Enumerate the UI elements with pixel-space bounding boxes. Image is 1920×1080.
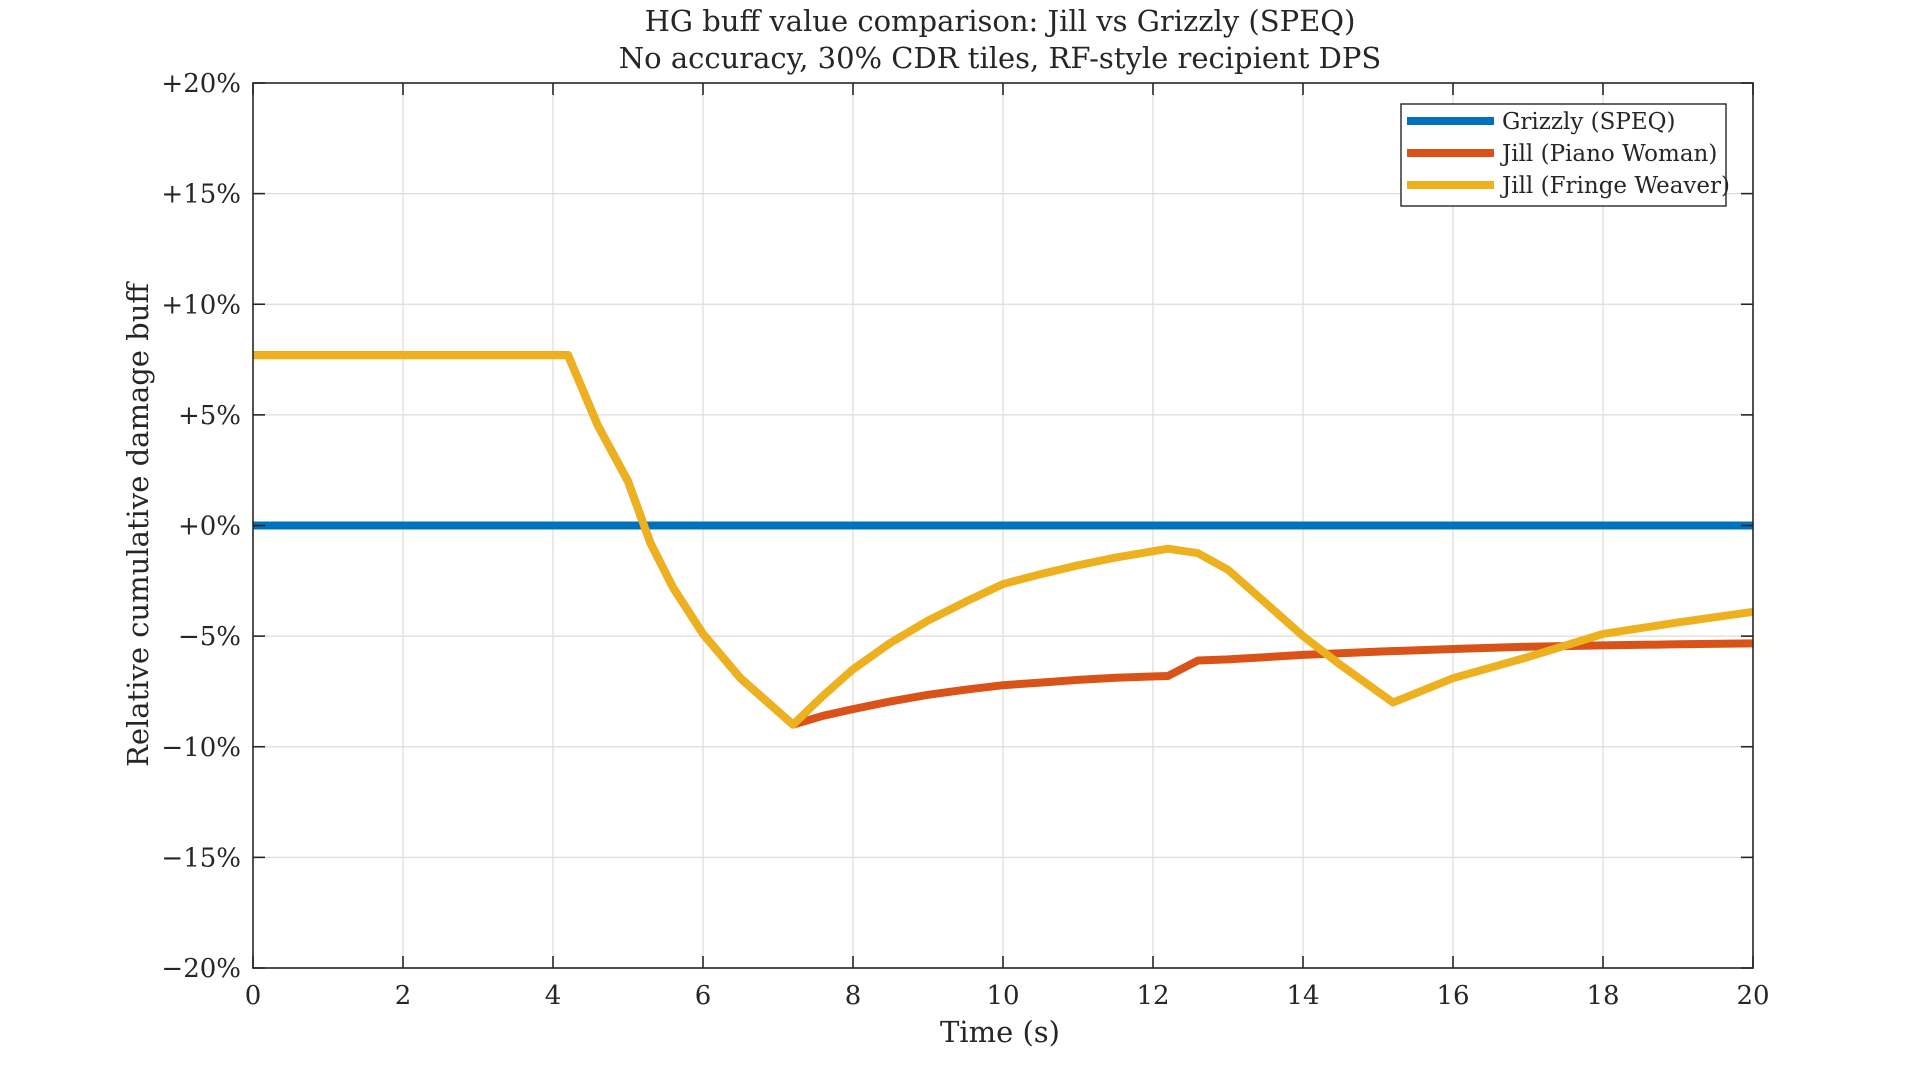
y-tick-label: +5% — [178, 401, 241, 431]
legend-label-jill-fringe-weaver: Jill (Fringe Weaver) — [1500, 173, 1730, 199]
x-tick-label: 10 — [986, 981, 1019, 1011]
x-tick-label: 4 — [545, 981, 562, 1011]
chart-subtitle: No accuracy, 30% CDR tiles, RF-style rec… — [619, 41, 1381, 75]
x-axis-label: Time (s) — [940, 1015, 1060, 1049]
plot-series — [253, 351, 1754, 729]
chart-title: HG buff value comparison: Jill vs Grizzl… — [645, 4, 1356, 38]
x-tick-label: 0 — [245, 981, 262, 1011]
legend-label-jill-piano-woman: Jill (Piano Woman) — [1500, 141, 1717, 167]
x-tick-label: 16 — [1436, 981, 1469, 1011]
x-tick-label: 18 — [1586, 981, 1619, 1011]
legend-label-grizzly-speq: Grizzly (SPEQ) — [1502, 109, 1675, 135]
x-tick-label: 8 — [845, 981, 862, 1011]
y-tick-label: +20% — [161, 69, 241, 99]
y-tick-label: +15% — [161, 180, 241, 210]
x-tick-label: 14 — [1286, 981, 1319, 1011]
y-tick-label: −5% — [178, 622, 241, 652]
y-tick-label: −15% — [161, 843, 241, 873]
y-tick-label: +0% — [178, 512, 241, 542]
y-tick-label: −10% — [161, 733, 241, 763]
x-tick-label: 12 — [1136, 981, 1169, 1011]
x-tick-label: 20 — [1736, 981, 1769, 1011]
x-tick-label: 2 — [395, 981, 412, 1011]
y-tick-label: +10% — [161, 290, 241, 320]
axis-ticks: 0 2 4 6 8 10 12 14 16 18 20 +20% +15% +10% +5% +0% −5% −1… — [161, 69, 1769, 1011]
y-tick-label: −20% — [161, 954, 241, 984]
x-tick-label: 6 — [695, 981, 712, 1011]
series-line-jill-fringe-weaver — [253, 351, 1754, 729]
legend: Grizzly (SPEQ) Jill (Piano Woman) Jill (Fr… — [1400, 103, 1730, 207]
y-axis-label: Relative cumulative damage buff — [121, 281, 155, 767]
